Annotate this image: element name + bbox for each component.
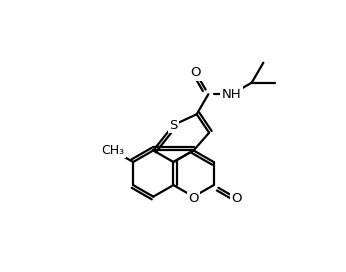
Text: O: O xyxy=(231,193,242,205)
Text: S: S xyxy=(169,119,177,132)
Text: O: O xyxy=(188,192,199,205)
Text: NH: NH xyxy=(222,88,242,101)
Text: O: O xyxy=(190,66,200,79)
Text: CH₃: CH₃ xyxy=(101,144,125,157)
